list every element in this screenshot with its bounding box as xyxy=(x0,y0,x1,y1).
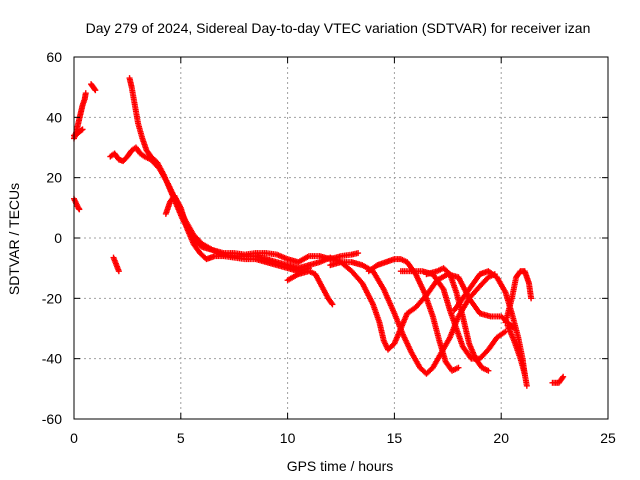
x-tick-label: 25 xyxy=(600,430,616,446)
y-tick-label: 40 xyxy=(46,109,62,125)
data-point xyxy=(355,250,362,257)
chart-title: Day 279 of 2024, Sidereal Day-to-day VTE… xyxy=(86,20,591,36)
data-point xyxy=(79,126,86,133)
y-tick-label: 60 xyxy=(46,49,62,65)
y-tick-label: -60 xyxy=(42,411,62,427)
data-series xyxy=(71,75,567,389)
y-axis-label: SDTVAR / TECUs xyxy=(6,183,22,295)
data-point xyxy=(523,382,530,389)
data-point xyxy=(485,367,492,374)
data-point xyxy=(559,374,566,381)
data-point xyxy=(91,86,98,93)
data-point xyxy=(115,268,122,275)
x-tick-label: 0 xyxy=(70,430,78,446)
grid xyxy=(74,57,608,419)
x-tick-label: 15 xyxy=(387,430,403,446)
x-axis-label: GPS time / hours xyxy=(287,458,394,474)
y-tick-label: -40 xyxy=(42,351,62,367)
data-point xyxy=(76,206,83,213)
x-tick-label: 5 xyxy=(177,430,185,446)
data-point xyxy=(78,127,85,134)
data-point xyxy=(328,300,335,307)
data-point xyxy=(82,90,89,97)
data-point xyxy=(528,295,535,302)
axes: 0 5 10 15 20 25 -60 -40 -20 0 20 40 60 xyxy=(42,49,616,446)
data-point xyxy=(329,301,336,308)
data-point xyxy=(560,373,567,380)
y-tick-label: 20 xyxy=(46,170,62,186)
data-point xyxy=(92,87,99,94)
x-tick-label: 20 xyxy=(493,430,509,446)
y-tick-label: -20 xyxy=(42,290,62,306)
data-point xyxy=(455,364,462,371)
y-tick-label: 0 xyxy=(54,230,62,246)
x-tick-label: 10 xyxy=(280,430,296,446)
